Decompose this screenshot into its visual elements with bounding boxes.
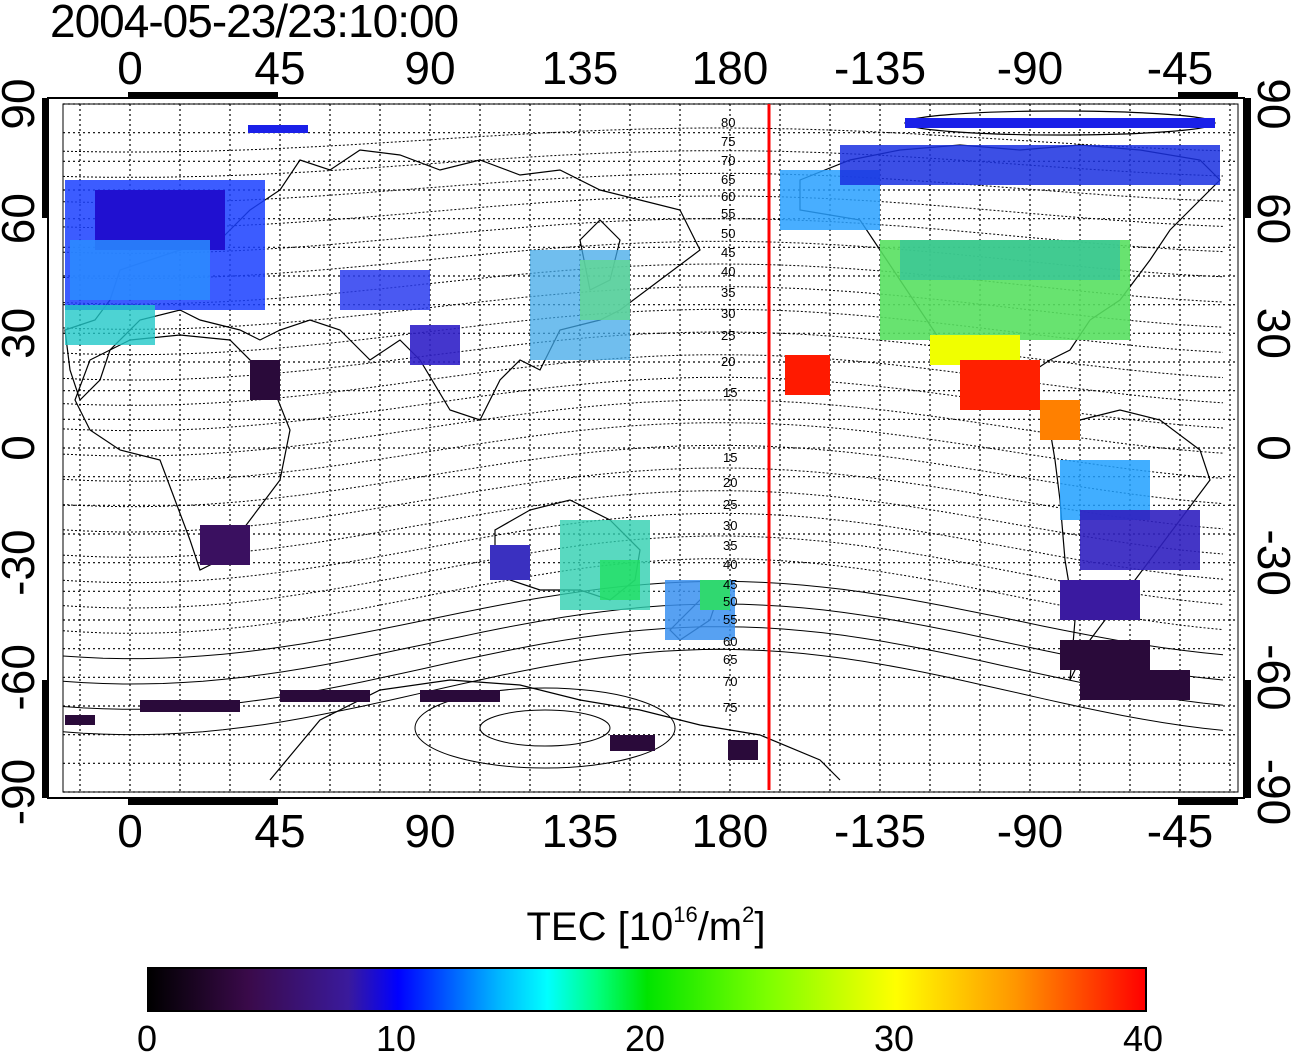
contour-label: 70: [721, 153, 735, 168]
contour-label: 25: [721, 328, 735, 343]
colorbar-title-main: TEC [10: [526, 905, 674, 949]
contour-label: 40: [723, 557, 737, 572]
bottom-lon-label: 90: [404, 805, 455, 857]
contour-label: 65: [723, 652, 737, 667]
left-lat-label: -30: [0, 529, 44, 595]
tec-colorbar: [147, 967, 1147, 1012]
colorbar-tick-20: 20: [624, 1018, 666, 1059]
contour-label: 75: [723, 700, 737, 715]
bottom-lon-label: 0: [117, 805, 143, 857]
tec-region-arctic: [248, 118, 1215, 133]
tec-region-india: [410, 325, 460, 365]
contour-label: 75: [721, 134, 735, 149]
tec-region-pacific-hot: [785, 355, 830, 395]
contour-label: 40: [721, 264, 735, 279]
top-lon-label: 45: [254, 42, 305, 94]
tec-region-south-america: [1060, 460, 1200, 700]
contour-label: 60: [723, 634, 737, 649]
tec-region-australia: [490, 520, 650, 610]
frame-marks: [42, 92, 1251, 805]
bottom-longitude-labels: 0 45 90 135 180 -135 -90 -45: [117, 805, 1213, 857]
map-timestamp-title: 2004-05-23/23:10:00: [50, 0, 459, 47]
contour-label: 45: [721, 245, 735, 260]
map-frame: [47, 97, 1245, 799]
colorbar-tick-40: 40: [1122, 1018, 1164, 1059]
contour-label: 70: [723, 674, 737, 689]
contour-label: 25: [723, 497, 737, 512]
colorbar-title-end: ]: [754, 905, 766, 949]
bottom-lon-label: 135: [542, 805, 619, 857]
contour-label: 15: [723, 385, 737, 400]
contour-label: 60: [721, 189, 735, 204]
left-lat-label: 90: [0, 78, 44, 129]
tec-world-map: 80 75 70 65 60 55 50 45 40 35 30 25 20 15 15 20 25 30 35 40…: [0, 42, 1292, 857]
left-lat-label: 0: [0, 435, 44, 461]
top-lon-label: 90: [404, 42, 455, 94]
bottom-lon-label: -45: [1147, 805, 1213, 857]
colorbar-tick-30: 30: [873, 1018, 915, 1059]
top-longitude-labels: 0 45 90 135 180 -135 -90 -45: [117, 42, 1213, 94]
top-lon-label: -90: [997, 42, 1063, 94]
colorbar-tick-10: 10: [375, 1018, 417, 1059]
right-latitude-labels: 90 60 30 0 -30 -60 -90: [1248, 78, 1292, 825]
right-lat-label: 30: [1248, 308, 1292, 359]
right-lat-label: 0: [1248, 435, 1292, 461]
top-lon-label: 180: [692, 42, 769, 94]
contour-label-group: 80 75 70 65 60 55 50 45 40 35 30 25 20 15 15 20 25 30 35 40…: [721, 115, 737, 715]
tec-region-east-africa: [250, 360, 280, 400]
left-lat-label: -90: [0, 759, 44, 825]
contour-label: 15: [723, 450, 737, 465]
contour-label: 65: [721, 172, 735, 187]
right-lat-label: -90: [1248, 759, 1292, 825]
top-lon-label: -135: [834, 42, 926, 94]
left-lat-label: 60: [0, 193, 44, 244]
tec-region-antarctica: [65, 690, 758, 760]
top-lon-label: -45: [1147, 42, 1213, 94]
contour-label: 50: [721, 226, 735, 241]
right-lat-label: -30: [1248, 529, 1292, 595]
contour-label: 30: [723, 518, 737, 533]
tec-data-regions: [65, 118, 1220, 760]
contour-label: 55: [721, 206, 735, 221]
contour-label: 55: [723, 612, 737, 627]
contour-label: 45: [723, 577, 737, 592]
bottom-lon-label: 45: [254, 805, 305, 857]
colorbar-title: TEC [1016/m2]: [0, 901, 1292, 950]
contour-label: 50: [723, 594, 737, 609]
tec-region-europe: [65, 180, 265, 345]
left-latitude-labels: 90 60 30 0 -30 -60 -90: [0, 78, 44, 825]
colorbar-title-mid: /m: [697, 905, 743, 949]
colorbar-tick-0: 0: [136, 1018, 158, 1059]
right-lat-label: 90: [1248, 78, 1292, 129]
colorbar-title-sup2: 2: [742, 901, 755, 927]
tec-region-central-asia: [340, 270, 430, 310]
bottom-lon-label: -135: [834, 805, 926, 857]
right-lat-label: -60: [1248, 644, 1292, 710]
contour-label: 35: [723, 538, 737, 553]
right-lat-label: 60: [1248, 193, 1292, 244]
tec-region-south-africa: [200, 525, 250, 565]
contour-label: 35: [721, 285, 735, 300]
tec-region-north-america: [780, 145, 1220, 440]
colorbar-title-sup1: 16: [673, 901, 698, 927]
top-lon-label: 0: [117, 42, 143, 94]
tec-region-japan: [530, 250, 630, 360]
contour-label: 30: [721, 306, 735, 321]
bottom-lon-label: -90: [997, 805, 1063, 857]
contour-label: 80: [721, 115, 735, 130]
contour-label: 20: [721, 354, 735, 369]
top-lon-label: 135: [542, 42, 619, 94]
left-lat-label: 30: [0, 308, 44, 359]
tec-region-new-zealand: [665, 580, 735, 640]
bottom-lon-label: 180: [692, 805, 769, 857]
left-lat-label: -60: [0, 644, 44, 710]
contour-label: 20: [723, 475, 737, 490]
